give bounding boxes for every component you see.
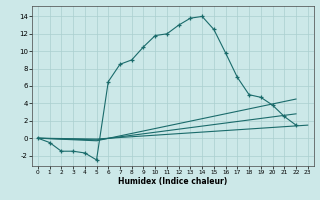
X-axis label: Humidex (Indice chaleur): Humidex (Indice chaleur) <box>118 177 228 186</box>
